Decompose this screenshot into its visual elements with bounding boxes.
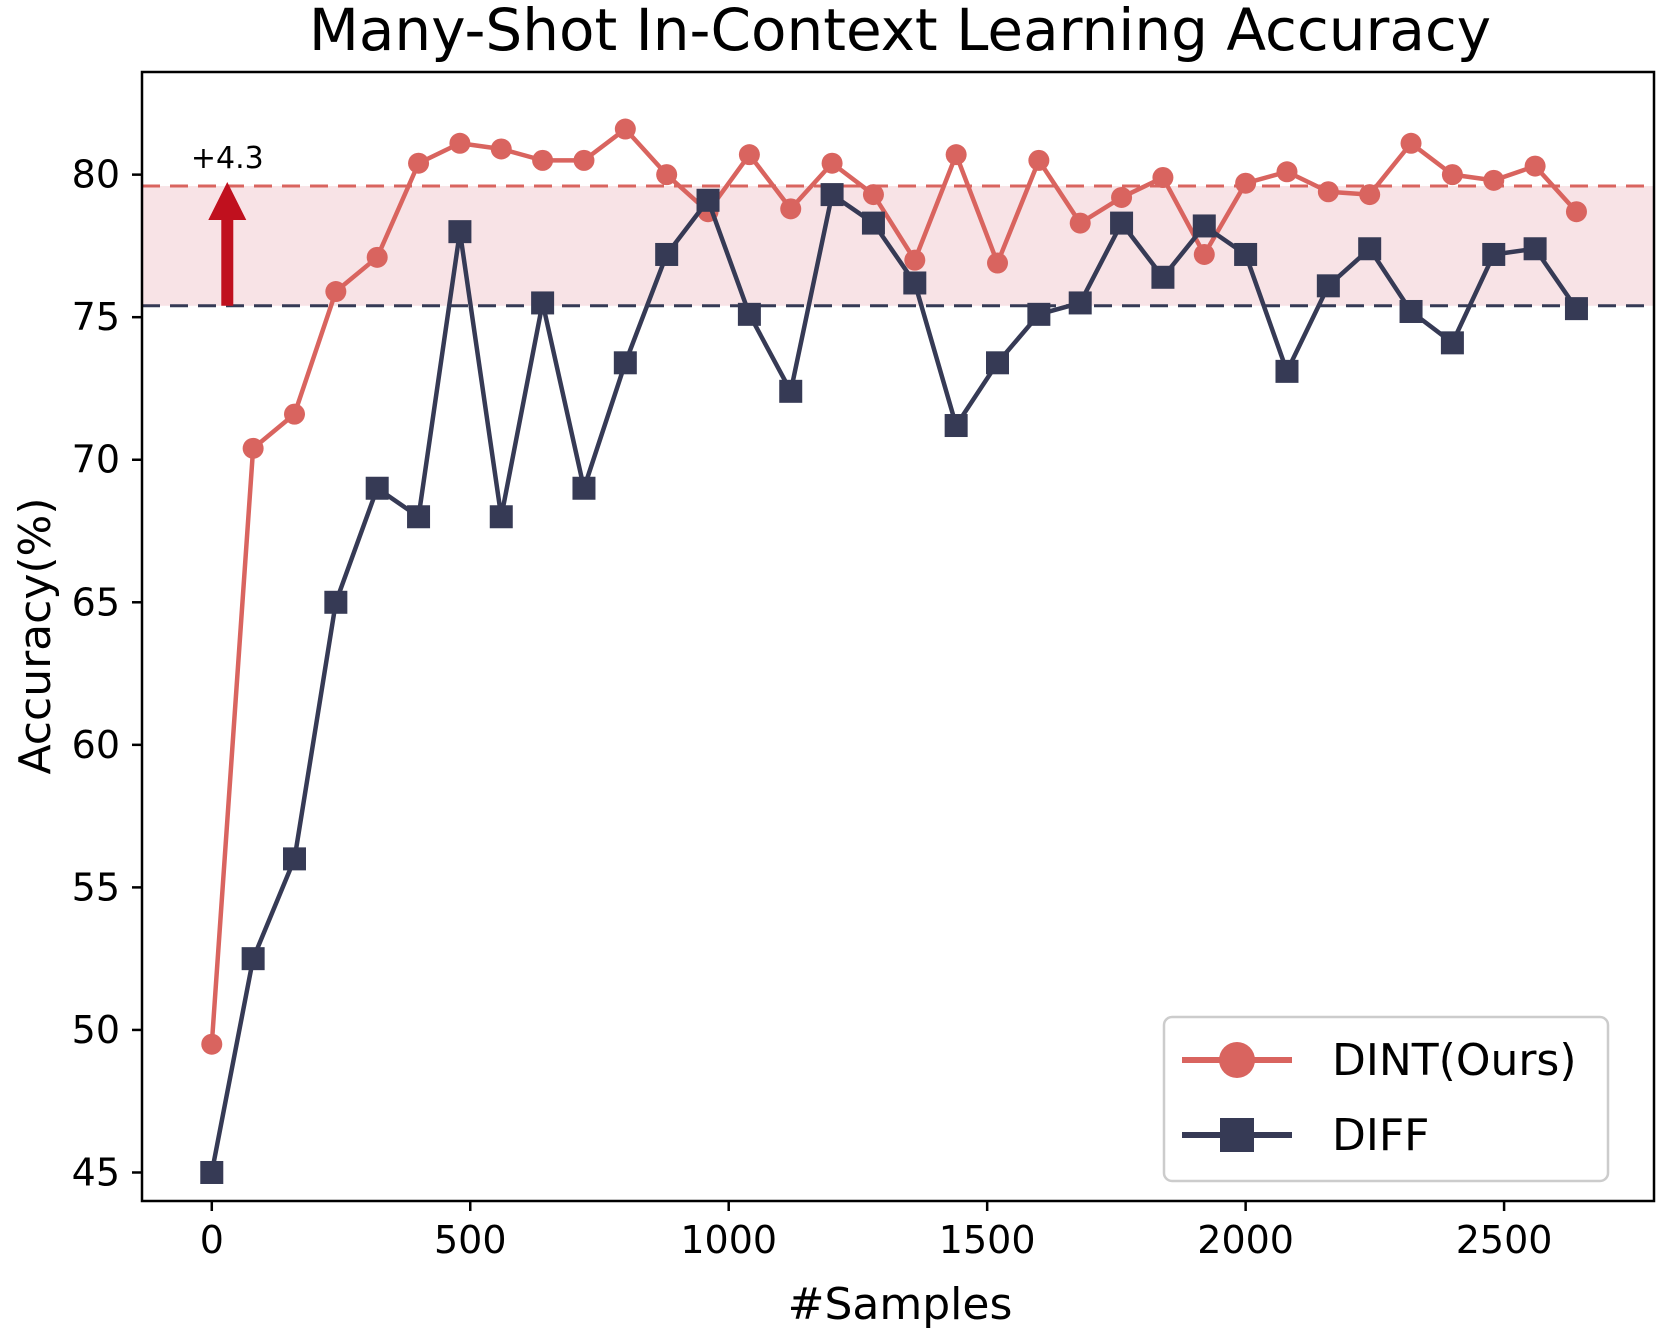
- diff-point: [1234, 242, 1258, 266]
- dint-point: [283, 403, 305, 425]
- dint-point: [325, 281, 347, 303]
- y-tick-label: 45: [72, 1150, 120, 1194]
- diff-point: [1482, 242, 1506, 266]
- dint-point: [904, 249, 926, 271]
- diff-point: [1068, 291, 1092, 315]
- dint-point: [987, 252, 1009, 274]
- annotation-arrow: [208, 182, 247, 306]
- legend-marker-diff: [1220, 1118, 1254, 1152]
- dint-point: [656, 164, 678, 186]
- dint-point: [1069, 212, 1091, 234]
- diff-point: [1523, 237, 1547, 261]
- diff-point: [365, 476, 389, 500]
- legend-label-dint: DINT(Ours): [1332, 1035, 1577, 1086]
- dint-point: [1359, 184, 1381, 206]
- y-tick-label: 75: [72, 295, 120, 339]
- diff-point: [282, 847, 306, 871]
- diff-series-line: [209, 192, 1579, 1173]
- plot-frame: [140, 70, 1656, 1203]
- diff-point: [1192, 214, 1216, 238]
- diff-point: [1275, 359, 1299, 383]
- x-tick-label: 1000: [680, 1218, 777, 1262]
- diff-point: [1564, 297, 1588, 321]
- diff-point: [1027, 302, 1051, 326]
- diff-point: [1399, 299, 1423, 323]
- dint-point: [1441, 164, 1463, 186]
- shaded-band: [142, 186, 1654, 306]
- diff-point: [861, 211, 885, 235]
- y-tick-label: 60: [72, 723, 120, 767]
- diff-point: [737, 302, 761, 326]
- diff-point: [531, 291, 555, 315]
- dint-point: [449, 132, 471, 154]
- diff-point: [241, 947, 265, 971]
- chart-title: Many-Shot In-Context Learning Accuracy: [309, 0, 1491, 64]
- dint-point: [573, 149, 595, 171]
- dint-point: [1152, 166, 1174, 188]
- legend: DINT(Ours) DIFF: [1162, 1015, 1610, 1183]
- dint-point: [945, 144, 967, 166]
- x-tick-label: 500: [434, 1218, 507, 1262]
- diff-point: [1358, 237, 1382, 261]
- diff-point: [489, 505, 513, 529]
- legend-marker-dint: [1219, 1042, 1255, 1078]
- y-tick-label: 65: [72, 580, 120, 624]
- diff-point: [1316, 274, 1340, 298]
- diff-point: [1151, 265, 1175, 289]
- dint-point: [490, 138, 512, 160]
- dint-point: [532, 149, 554, 171]
- y-tick-label: 70: [72, 438, 120, 482]
- y-tick-label: 55: [72, 865, 120, 909]
- dint-point: [821, 152, 843, 174]
- y-axis-label: Accuracy(%): [10, 497, 61, 774]
- y-tick-label: 80: [72, 153, 120, 197]
- dint-point: [862, 184, 884, 206]
- diff-point: [407, 505, 431, 529]
- diff-point: [572, 476, 596, 500]
- diff-point: [324, 590, 348, 614]
- diff-point: [1440, 331, 1464, 355]
- diff-point: [200, 1160, 224, 1184]
- annotation-label: +4.3: [191, 141, 264, 176]
- diff-point: [903, 271, 927, 295]
- dint-point: [1400, 132, 1422, 154]
- diff-point: [696, 188, 720, 212]
- x-tick-label: 2000: [1197, 1218, 1294, 1262]
- dint-point: [1193, 243, 1215, 265]
- series-layer: [200, 118, 1588, 1184]
- x-axis-label: #Samples: [788, 1279, 1013, 1330]
- dint-point: [1524, 155, 1546, 177]
- dint-point: [1276, 161, 1298, 183]
- dint-point: [366, 246, 388, 268]
- diff-point: [986, 351, 1010, 375]
- legend-label-diff: DIFF: [1332, 1110, 1429, 1161]
- dint-point: [738, 144, 760, 166]
- dint-point: [408, 152, 430, 174]
- dint-point: [1483, 169, 1505, 191]
- dint-point: [1028, 149, 1050, 171]
- dint-point: [614, 118, 636, 140]
- dint-point: [242, 437, 264, 459]
- diff-point: [779, 379, 803, 403]
- x-tick-label: 1500: [939, 1218, 1036, 1262]
- dint-point: [780, 198, 802, 220]
- dint-point: [1317, 181, 1339, 203]
- diff-point: [1110, 211, 1134, 235]
- dint-series-line: [209, 126, 1579, 1045]
- diff-point: [655, 242, 679, 266]
- x-tick-label: 2500: [1456, 1218, 1553, 1262]
- dint-point: [201, 1033, 223, 1055]
- y-axis: 45 50 55 60 65 70 75 80: [72, 153, 142, 1194]
- x-axis: 0 500 1000 1500 2000 2500: [200, 1201, 1553, 1262]
- diff-point: [448, 220, 472, 244]
- x-tick-label: 0: [200, 1218, 224, 1262]
- y-tick-label: 50: [72, 1008, 120, 1052]
- diff-point: [613, 351, 637, 375]
- dint-point: [1235, 172, 1257, 194]
- dint-point: [1565, 201, 1587, 223]
- diff-point: [820, 183, 844, 207]
- diff-point: [944, 414, 968, 438]
- dint-point: [1111, 186, 1133, 208]
